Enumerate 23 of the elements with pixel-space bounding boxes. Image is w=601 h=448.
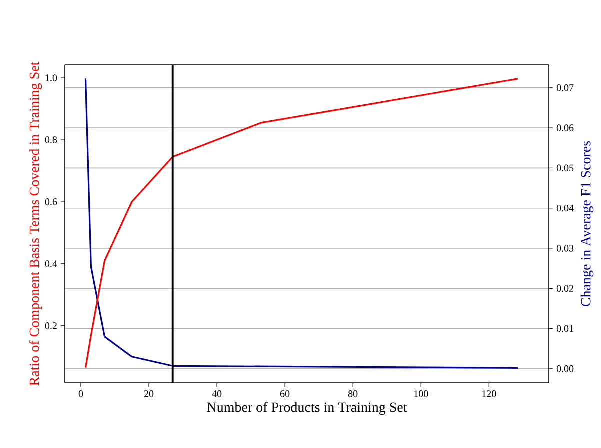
y-tick-label: 0.8 <box>45 136 58 144</box>
y2-tick-label: 0.02 <box>556 285 574 292</box>
y2-tick-label: 0.05 <box>556 164 574 172</box>
x-tick-label: 80 <box>348 390 358 398</box>
x-tick-label: 120 <box>482 390 496 398</box>
x-tick-label: 20 <box>144 390 154 398</box>
y2-tick-label: 0.04 <box>556 204 574 212</box>
y2-tick-label: 0.00 <box>556 366 574 372</box>
x-tick-label: 40 <box>212 390 222 398</box>
y-tick-label: 0.6 <box>45 198 58 206</box>
y2-tick-label: 0.06 <box>556 124 574 132</box>
y2-tick-label: 0.07 <box>556 84 574 92</box>
x-tick-label: 60 <box>280 390 290 398</box>
y2-axis-title: Change in Average F1 Scores <box>580 141 594 306</box>
y-tick-label: 0.4 <box>45 260 58 268</box>
y-tick-label: 0.2 <box>45 322 57 330</box>
x-tick-label: 100 <box>414 390 428 398</box>
y-tick-label: 1.0 <box>46 74 58 82</box>
x-tick-label: 0 <box>78 390 84 398</box>
y2-tick-label: 0.01 <box>556 325 574 332</box>
y-axis-title: Ratio of Component Basis Terms Covered in Training Set <box>29 62 42 386</box>
x-axis-title: Number of Products in Training Set <box>207 402 408 416</box>
y2-tick-label: 0.03 <box>556 245 574 252</box>
